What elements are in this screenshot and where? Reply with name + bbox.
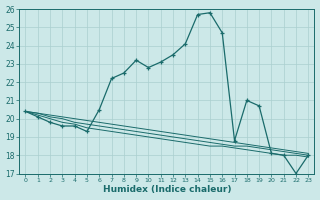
X-axis label: Humidex (Indice chaleur): Humidex (Indice chaleur) bbox=[103, 185, 231, 194]
